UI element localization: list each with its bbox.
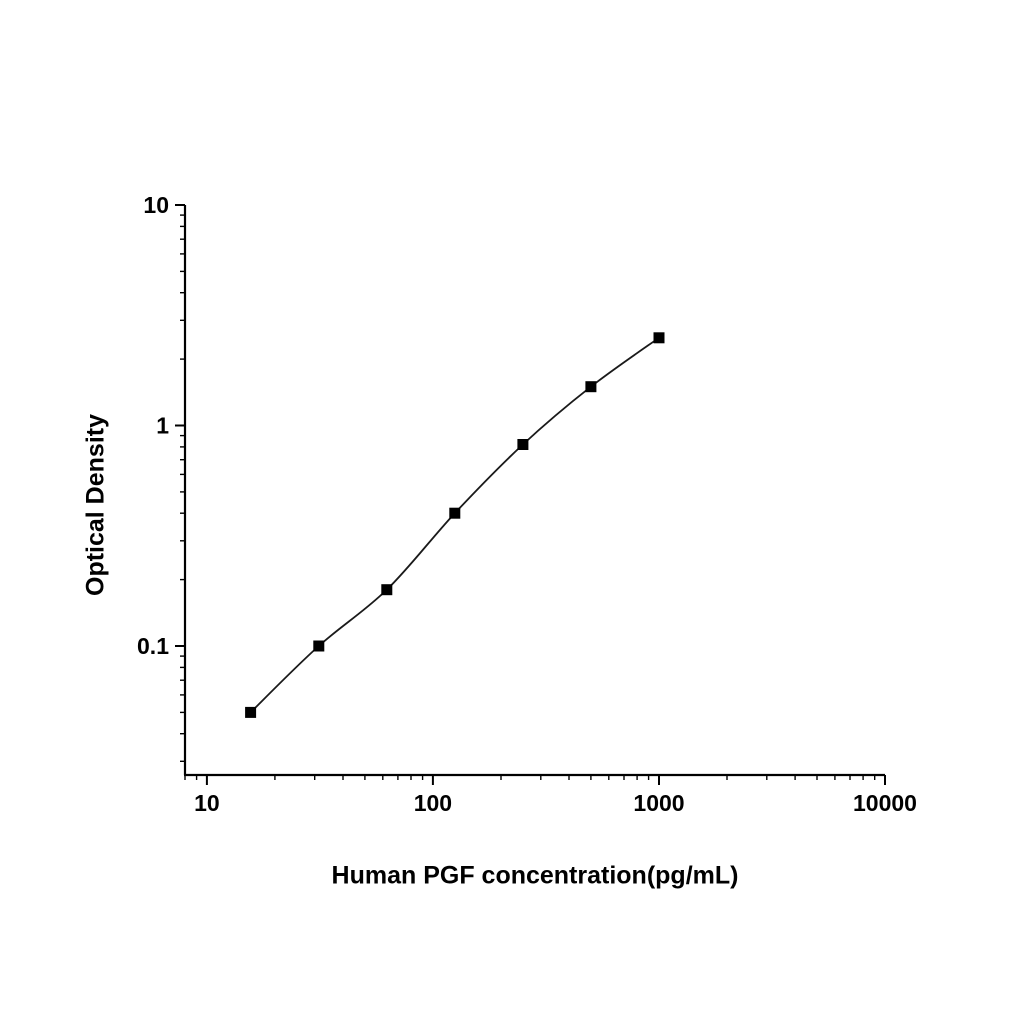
data-point-marker	[653, 332, 665, 344]
x-tick-label: 10000	[853, 790, 917, 816]
y-axis-label: Optical Density	[81, 414, 110, 596]
x-tick-label: 100	[414, 790, 452, 816]
x-tick-label: 10	[194, 790, 220, 816]
data-point-marker	[313, 640, 325, 652]
data-point-marker	[449, 507, 461, 519]
x-tick-label: 1000	[633, 790, 684, 816]
y-tick-label: 1	[156, 413, 169, 439]
x-axis-label: Human PGF concentration(pg/mL)	[331, 861, 739, 890]
standard-curve-line	[249, 337, 660, 714]
y-tick-label: 10	[143, 192, 169, 218]
data-point-marker	[245, 706, 257, 718]
data-point-marker	[517, 439, 529, 450]
data-point-marker	[381, 584, 393, 596]
y-tick-label: 0.1	[137, 633, 169, 659]
data-point-marker	[585, 381, 597, 393]
